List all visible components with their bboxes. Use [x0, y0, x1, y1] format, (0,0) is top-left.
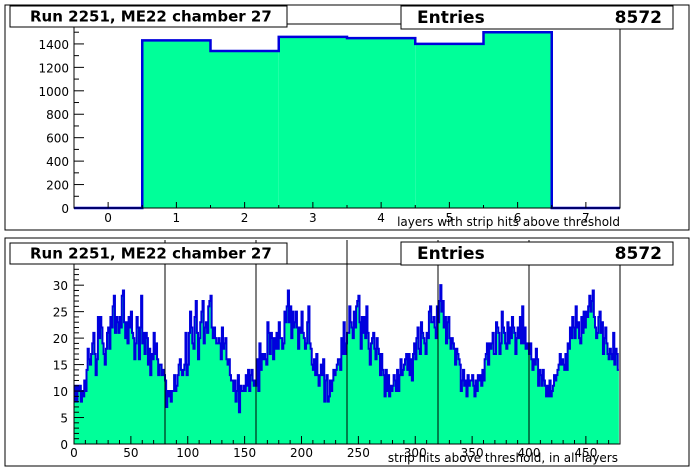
bottom-title: Run 2251, ME22 chamber 27 [30, 245, 272, 263]
x-tick-label: 450 [574, 446, 597, 460]
y-tick-label: 30 [53, 279, 68, 293]
top-x-axis-label: layers with strip hits above threshold [397, 215, 620, 229]
y-tick-label: 1000 [38, 85, 69, 99]
x-tick-label: 400 [518, 446, 541, 460]
x-tick-label: 1 [173, 211, 181, 225]
x-tick-label: 0 [70, 446, 78, 460]
x-tick-label: 250 [347, 446, 370, 460]
x-tick-label: 50 [123, 446, 138, 460]
strip-hits-area [74, 285, 619, 444]
histogram-bar [483, 32, 552, 208]
x-tick-label: 5 [446, 211, 454, 225]
y-tick-label: 0 [60, 438, 68, 452]
top-stats-label: Entries [417, 8, 485, 28]
top-panel: 0 200 400 600 800 1000 1200 1400 0 1 2 3 4 5 6 7 Run 22… [4, 4, 690, 231]
x-tick-label: 3 [309, 211, 317, 225]
top-title-box [9, 5, 288, 28]
bottom-stats-value: 8572 [615, 244, 662, 264]
x-tick-label: 150 [233, 446, 256, 460]
y-tick-label: 200 [46, 179, 69, 193]
x-tick-label: 350 [461, 446, 484, 460]
bottom-stats-box [400, 241, 674, 266]
y-tick-label: 400 [46, 155, 69, 169]
y-tick-label: 25 [53, 306, 68, 320]
histogram-bar [347, 38, 416, 209]
y-tick-label: 600 [46, 132, 69, 146]
x-tick-label: 100 [176, 446, 199, 460]
x-tick-label: 2 [241, 211, 249, 225]
y-tick-label: 1200 [38, 61, 69, 75]
y-tick-label: 1400 [38, 38, 69, 52]
bottom-title-box [9, 242, 288, 265]
y-tick-label: 800 [46, 108, 69, 122]
top-title: Run 2251, ME22 chamber 27 [30, 8, 272, 26]
histogram-bar [415, 43, 484, 208]
y-tick-label: 20 [53, 332, 68, 346]
x-tick-label: 200 [290, 446, 313, 460]
x-tick-label: 300 [404, 446, 427, 460]
x-tick-label: 7 [582, 211, 590, 225]
top-stats-value: 8572 [615, 8, 662, 28]
histogram-bar [142, 40, 211, 209]
histogram-outline [74, 30, 620, 210]
x-tick-label: 6 [514, 211, 522, 225]
bottom-stats-label: Entries [417, 244, 485, 264]
histogram-bar [278, 36, 347, 208]
x-tick-label: 0 [104, 211, 112, 225]
y-tick-label: 0 [61, 202, 69, 216]
bottom-x-axis-label: strip hits above threshold, in all layer… [388, 451, 618, 465]
y-tick-label: 15 [53, 359, 68, 373]
y-tick-label: 5 [60, 412, 68, 426]
x-tick-label: 4 [377, 211, 385, 225]
histogram-bar [210, 50, 279, 208]
top-plot-area: 0 200 400 600 800 1000 1200 1400 0 1 2 3 4 5 6 7 [38, 23, 621, 225]
top-stats-box [400, 5, 674, 30]
y-tick-label: 10 [53, 385, 68, 399]
